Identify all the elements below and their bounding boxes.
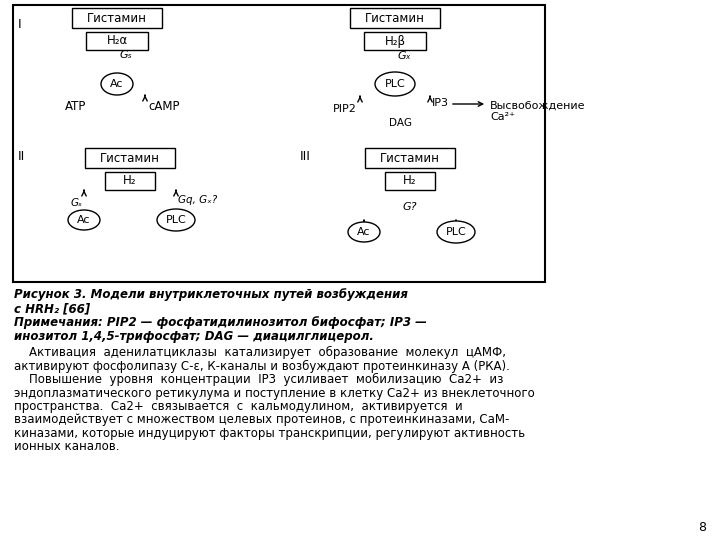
Text: инозитол 1,4,5-трифосфат; DAG — диацилглицерол.: инозитол 1,4,5-трифосфат; DAG — диацилгл… — [14, 330, 374, 343]
Text: cAMP: cAMP — [148, 100, 179, 113]
FancyBboxPatch shape — [364, 32, 426, 50]
Text: Рисунок 3. Модели внутриклеточных путей возбуждения: Рисунок 3. Модели внутриклеточных путей … — [14, 288, 408, 301]
Text: PLC: PLC — [384, 79, 405, 89]
Text: G?: G? — [402, 202, 418, 212]
Text: DAG: DAG — [390, 118, 413, 128]
Text: H₂: H₂ — [123, 174, 137, 187]
Text: Примечания: PIP2 — фосфатидилинозитол бифосфат; IP3 —: Примечания: PIP2 — фосфатидилинозитол би… — [14, 316, 427, 329]
Text: PIP2: PIP2 — [333, 104, 357, 114]
Text: PLC: PLC — [166, 215, 186, 225]
Text: PLC: PLC — [446, 227, 467, 237]
Text: I: I — [18, 18, 22, 31]
Text: Гистамин: Гистамин — [380, 152, 440, 165]
FancyBboxPatch shape — [105, 172, 155, 190]
Ellipse shape — [68, 210, 100, 230]
Ellipse shape — [157, 209, 195, 231]
FancyBboxPatch shape — [365, 148, 455, 168]
Text: киназами, которые индуцируют факторы транскрипции, регулируют активность: киназами, которые индуцируют факторы тра… — [14, 427, 525, 440]
Text: взаимодействует с множеством целевых протеинов, с протеинкиназами, СаМ-: взаимодействует с множеством целевых про… — [14, 414, 509, 427]
Text: Высвобождение: Высвобождение — [490, 101, 585, 111]
Text: Gₛ: Gₛ — [119, 50, 132, 60]
FancyBboxPatch shape — [86, 32, 148, 50]
Text: ATP: ATP — [65, 100, 86, 113]
Text: H₂β: H₂β — [384, 35, 405, 48]
Text: IP3: IP3 — [432, 98, 449, 108]
FancyBboxPatch shape — [385, 172, 435, 190]
Text: пространства.  Ca2+  связывается  с  кальмодулином,  активируется  и: пространства. Ca2+ связывается с кальмод… — [14, 400, 463, 413]
Text: III: III — [300, 150, 311, 163]
Text: Гистамин: Гистамин — [100, 152, 160, 165]
FancyBboxPatch shape — [350, 8, 440, 28]
FancyBboxPatch shape — [13, 5, 545, 282]
Text: эндоплазматического ретикулума и поступление в клетку Ca2+ из внеклеточного: эндоплазматического ретикулума и поступл… — [14, 387, 535, 400]
Text: Gq, Gₓ?: Gq, Gₓ? — [178, 195, 217, 205]
Text: Гистамин: Гистамин — [365, 11, 425, 24]
Ellipse shape — [101, 73, 133, 95]
Text: Активация  аденилатциклазы  катализирует  образование  молекул  цАМФ,: Активация аденилатциклазы катализирует о… — [14, 346, 506, 359]
Text: Gₛ: Gₛ — [70, 198, 82, 208]
Text: ионных каналов.: ионных каналов. — [14, 441, 120, 454]
FancyBboxPatch shape — [72, 8, 162, 28]
Text: Ca²⁺: Ca²⁺ — [490, 112, 515, 122]
Ellipse shape — [437, 221, 475, 243]
Text: с HRH₂ [66]: с HRH₂ [66] — [14, 302, 90, 315]
Text: Гистамин: Гистамин — [87, 11, 147, 24]
Text: II: II — [18, 150, 25, 163]
Text: 8: 8 — [698, 521, 706, 534]
Text: H₂: H₂ — [403, 174, 417, 187]
FancyBboxPatch shape — [85, 148, 175, 168]
Text: Ac: Ac — [110, 79, 124, 89]
Text: Ac: Ac — [357, 227, 371, 237]
Ellipse shape — [375, 72, 415, 96]
Text: H₂α: H₂α — [107, 35, 127, 48]
Text: Ac: Ac — [77, 215, 91, 225]
Text: Gₓ: Gₓ — [397, 51, 410, 61]
Text: Повышение  уровня  концентрации  IP3  усиливает  мобилизацию  Ca2+  из: Повышение уровня концентрации IP3 усилив… — [14, 373, 503, 386]
Text: активируют фосфолипазу С-ε, К-каналы и возбуждают протеинкиназу А (РКА).: активируют фосфолипазу С-ε, К-каналы и в… — [14, 360, 510, 373]
Ellipse shape — [348, 222, 380, 242]
